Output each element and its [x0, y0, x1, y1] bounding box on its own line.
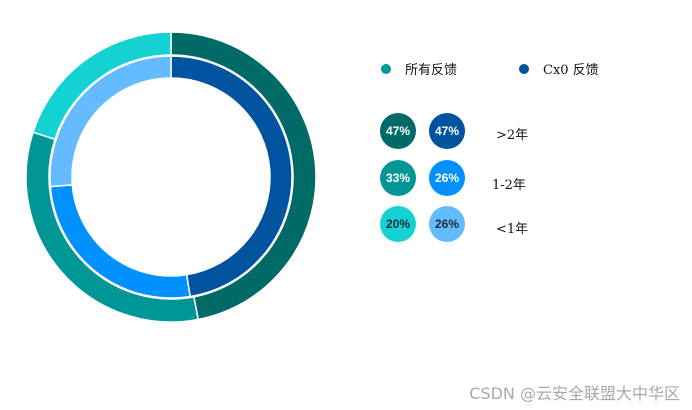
- nested-donut-chart: [25, 31, 317, 323]
- row-label-1: 1-2年: [492, 178, 526, 193]
- row-label-2: <1年: [496, 222, 529, 237]
- donut-segment-inner-2: [49, 55, 172, 188]
- bubble-all-row-2: 20%: [380, 206, 416, 242]
- bubble-all-row-1: 33%: [380, 160, 416, 196]
- legend-item-all-feedback: 所有反馈: [381, 59, 457, 78]
- value: 47%: [434, 124, 460, 138]
- value: 26%: [434, 217, 460, 231]
- bubble-all-row-0: 47%: [380, 113, 416, 149]
- donut-segment-outer-2: [32, 31, 172, 141]
- bubble-cx0-row-0: 47%: [429, 113, 465, 149]
- watermark: CSDN @云安全联盟大中华区: [469, 384, 680, 403]
- value: 33%: [385, 171, 411, 185]
- legend-item-cx0-feedback: Cx0 反馈: [519, 59, 599, 78]
- legend-label: Cx0 反馈: [543, 63, 599, 78]
- bubble-cx0-row-1: 26%: [429, 160, 465, 196]
- value: 47%: [385, 124, 411, 138]
- row-label-0: >2年: [496, 128, 529, 143]
- legend-dot-icon: [519, 63, 529, 74]
- legend-dot-icon: [381, 63, 391, 74]
- bubble-cx0-row-2: 26%: [429, 206, 465, 242]
- legend-label: 所有反馈: [405, 63, 458, 78]
- value: 26%: [434, 171, 460, 185]
- value: 20%: [385, 217, 411, 231]
